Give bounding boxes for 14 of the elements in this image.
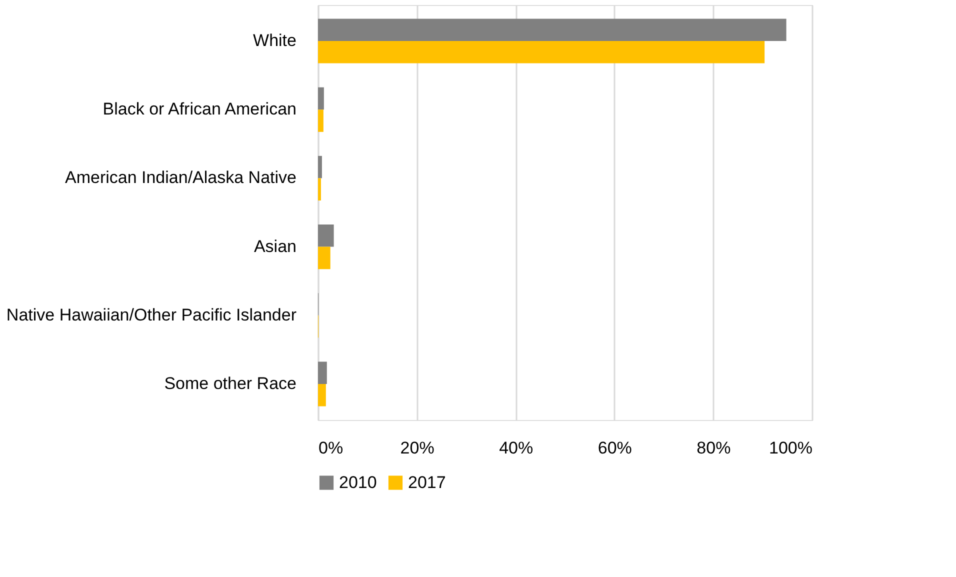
x-tick-label: 60%: [598, 438, 632, 458]
y-tick-label: Asian: [254, 236, 296, 256]
y-tick-label: Black or African American: [102, 100, 296, 119]
x-tick-label: 80%: [696, 438, 731, 458]
legend-label: 2017: [408, 472, 446, 492]
x-tick-label: 100%: [769, 438, 812, 458]
y-tick-label: Some other Race: [164, 374, 296, 393]
x-tick-label: 20%: [400, 438, 434, 458]
y-tick-label: White: [253, 31, 296, 50]
y-tick-label: Native Hawaiian/Other Pacific Islander: [6, 305, 297, 324]
x-tick-label: 0%: [318, 438, 344, 458]
y-tick-label: American Indian/Alaska Native: [64, 168, 296, 188]
legend-label: 2010: [339, 472, 377, 492]
x-tick-label: 40%: [499, 438, 534, 458]
